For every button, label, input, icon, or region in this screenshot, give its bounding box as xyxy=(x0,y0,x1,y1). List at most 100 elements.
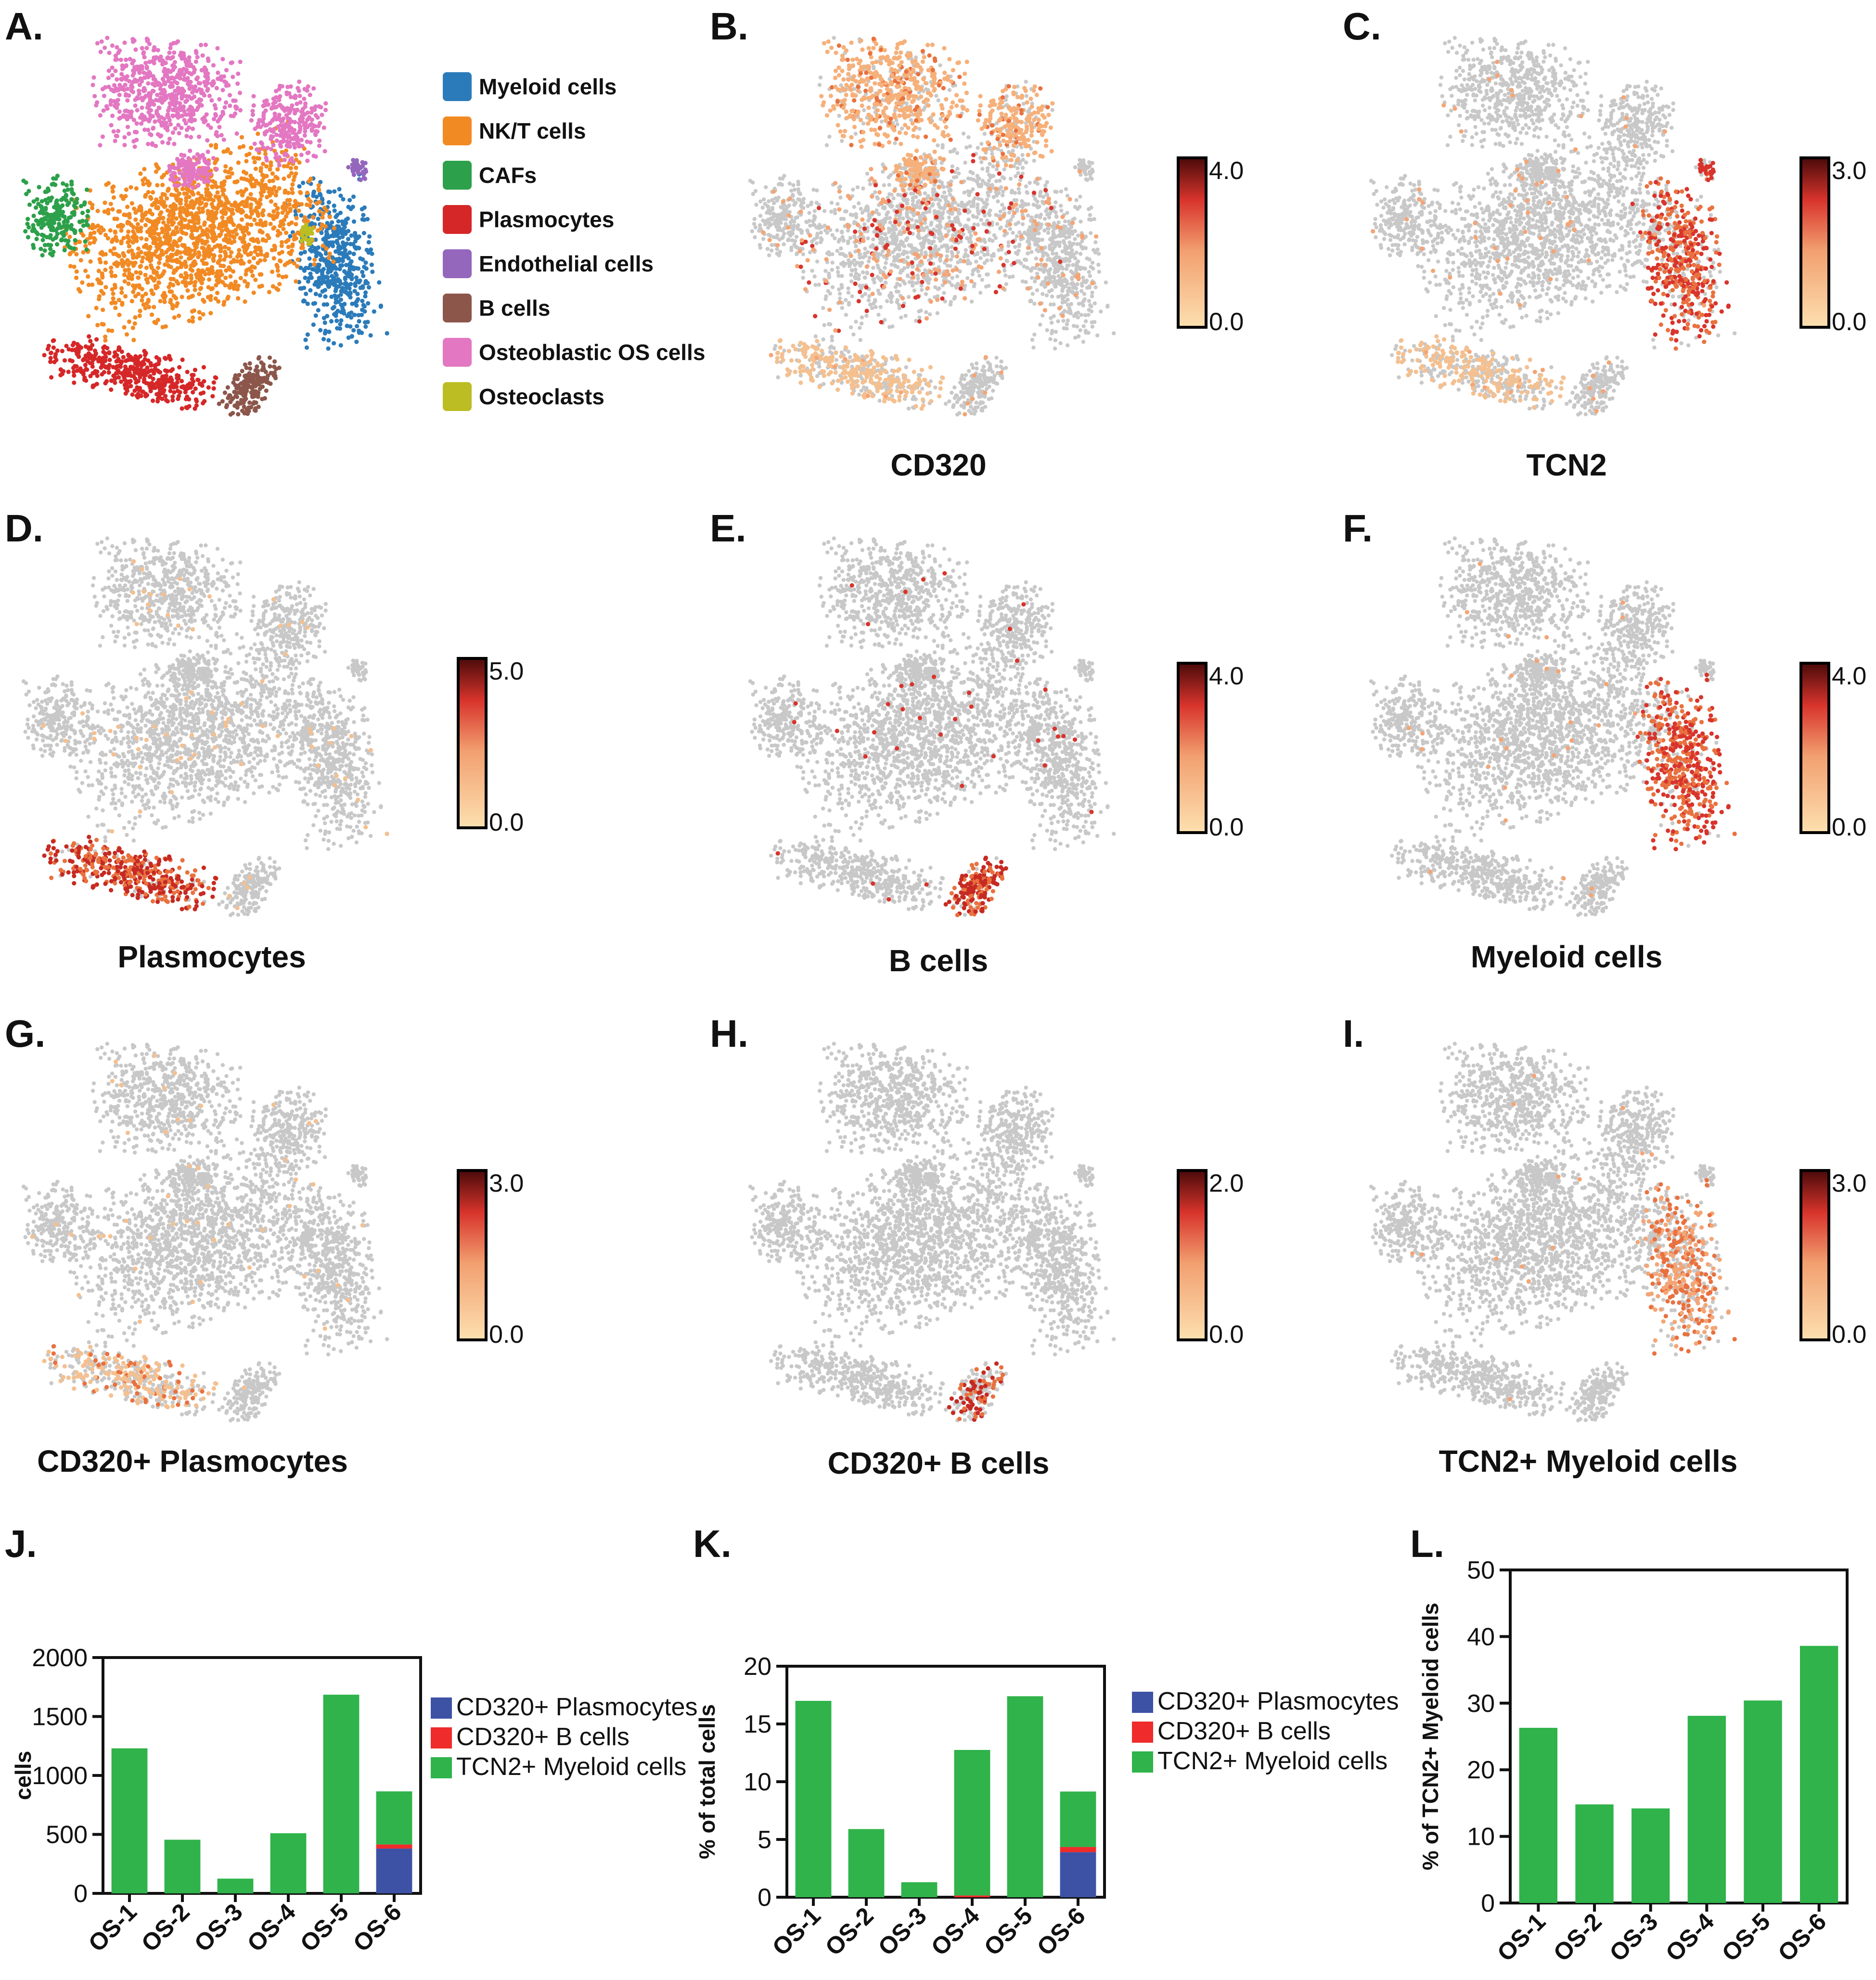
tsne-point-582 xyxy=(125,332,129,336)
tsne-point-185 xyxy=(367,240,371,244)
tsne-point-491 xyxy=(325,263,329,268)
tsne-point-845 xyxy=(131,229,135,233)
tsne-point-501 xyxy=(334,284,338,288)
tsne-point-453 xyxy=(337,187,341,191)
tsne-point-410 xyxy=(308,271,312,276)
tsne-point-177 xyxy=(288,234,292,238)
tsne-point-904 xyxy=(160,183,165,187)
tsne-point-372 xyxy=(342,222,347,227)
tsne-point-454 xyxy=(360,270,364,274)
panel-letter-b: B. xyxy=(710,5,748,48)
tsne-point-355 xyxy=(318,328,322,332)
tsne-point-200 xyxy=(334,319,339,323)
tsne-point-430 xyxy=(379,304,383,308)
tsne-point-675 xyxy=(119,291,124,295)
tsne-point-110 xyxy=(326,190,331,194)
tsne-point-261 xyxy=(360,207,364,211)
panel-letter-g: G. xyxy=(5,1012,45,1055)
tsne-point-861 xyxy=(109,202,113,206)
tsne-point-508 xyxy=(334,300,338,305)
tsne-point-1016 xyxy=(108,228,113,232)
tsne-point-624 xyxy=(111,296,116,301)
tsne-point-947 xyxy=(151,190,155,194)
tsne-point-677 xyxy=(252,256,256,260)
tsne-point-381 xyxy=(370,270,374,274)
tsne-point-422 xyxy=(311,301,316,306)
tsne-point-492 xyxy=(326,283,330,287)
tsne-point-380 xyxy=(370,252,374,256)
tsne-point-73 xyxy=(339,318,343,322)
tsne-point-918 xyxy=(157,261,161,265)
tsne-point-798 xyxy=(227,246,231,251)
tsne-point-408 xyxy=(302,286,306,290)
tsne-point-441 xyxy=(353,231,357,235)
tsne-point-651 xyxy=(223,164,228,168)
tsne-point-361 xyxy=(364,279,368,283)
tsne-point-271 xyxy=(362,309,367,313)
tsne-point-438 xyxy=(336,219,341,223)
tsne-point-284 xyxy=(377,280,381,284)
tsne-point-464 xyxy=(335,231,340,236)
tsne-point-1013 xyxy=(150,212,154,217)
tsne-point-467 xyxy=(354,303,359,308)
tsne-point-937 xyxy=(311,215,315,219)
tsne-point-519 xyxy=(302,268,306,272)
tsne-point-836 xyxy=(96,209,100,213)
tsne-point-1021 xyxy=(235,287,240,291)
tsne-point-423 xyxy=(323,288,327,292)
tsne-point-489 xyxy=(332,305,336,309)
tsne-point-511 xyxy=(316,284,321,289)
tsne-point-124 xyxy=(353,283,358,288)
tsne-point-849 xyxy=(240,135,244,140)
tsne-point-598 xyxy=(144,266,149,270)
tsne-point-421 xyxy=(320,272,324,276)
tsne-point-147 xyxy=(360,257,365,262)
tsne-point-1010 xyxy=(148,208,152,213)
tsne-point-233 xyxy=(370,263,374,267)
tsne-point-69 xyxy=(344,263,348,267)
tsne-point-951 xyxy=(232,239,236,244)
tsne-point-294 xyxy=(360,331,364,335)
tsne-point-309 xyxy=(330,220,334,225)
tsne-point-315 xyxy=(316,279,321,283)
tsne-point-433 xyxy=(332,234,336,238)
tsne-point-1008 xyxy=(134,270,138,274)
tsne-point-908 xyxy=(274,193,278,197)
panel-letter-e: E. xyxy=(710,507,746,550)
tsne-point-96 xyxy=(385,331,389,335)
tsne-point-313 xyxy=(332,204,336,208)
tsne-point-475 xyxy=(355,299,359,303)
tsne-point-974 xyxy=(198,316,202,321)
tsne-point-999 xyxy=(290,182,295,187)
tsne-point-400 xyxy=(315,250,319,255)
tsne-point-808 xyxy=(289,166,293,170)
tsne-point-466 xyxy=(334,239,339,243)
tsne-point-469 xyxy=(321,257,325,261)
tsne-point-280 xyxy=(352,252,356,256)
tsne-point-214 xyxy=(332,189,336,193)
panel-letter-h: H. xyxy=(710,1012,748,1055)
tsne-point-515 xyxy=(362,218,366,222)
tsne-point-905 xyxy=(245,284,249,288)
tsne-point-452 xyxy=(363,294,367,298)
tsne-point-512 xyxy=(324,229,329,233)
panel-letter-i: I. xyxy=(1343,1012,1364,1055)
tsne-point-262 xyxy=(316,308,321,312)
tsne-point-728 xyxy=(331,259,335,264)
tsne-point-641 xyxy=(223,276,228,280)
tsne-point-862 xyxy=(294,166,298,170)
tsne-point-885 xyxy=(215,291,219,295)
tsne-point-478 xyxy=(355,279,359,283)
tsne-point-659 xyxy=(89,259,93,264)
tsne-point-474 xyxy=(343,277,347,281)
tsne-point-1026 xyxy=(142,167,146,171)
tsne-point-19 xyxy=(303,338,308,342)
tsne-point-439 xyxy=(344,285,348,290)
tsne-point-518 xyxy=(348,324,352,329)
tsne-point-197 xyxy=(301,180,305,185)
tsne-point-140 xyxy=(307,215,311,219)
tsne-point-418 xyxy=(344,281,348,285)
tsne-point-229 xyxy=(307,257,311,261)
panel-letter-f: F. xyxy=(1343,507,1373,550)
tsne-point-367 xyxy=(340,235,345,239)
